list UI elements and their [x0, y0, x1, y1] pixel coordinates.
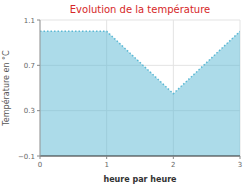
y-axis-line — [40, 20, 41, 156]
x-tick-label: 3 — [238, 161, 242, 169]
y-tick — [37, 156, 40, 157]
x-axis-label: heure par heure — [103, 175, 177, 184]
grid-line-y — [40, 156, 240, 157]
grid-line-y — [40, 20, 240, 21]
x-tick-label: 2 — [171, 161, 175, 169]
y-axis-label: Température en °C — [1, 50, 11, 127]
x-tick — [173, 156, 174, 159]
chart: 0 1 2 3 −0.1 0.3 0.7 1.1 Evolution de la tempéra… — [0, 0, 250, 188]
plot-area — [40, 31, 240, 156]
y-tick-label: −0.1 — [18, 153, 35, 161]
grid — [40, 20, 240, 156]
y-tick-label: 1.1 — [24, 17, 35, 25]
area — [40, 31, 240, 156]
line — [40, 31, 240, 93]
x-tick-label: 1 — [104, 161, 108, 169]
y-tick — [37, 20, 40, 21]
x-tick — [240, 156, 241, 159]
y-tick-label: 0.3 — [24, 107, 35, 115]
x-axis-line — [40, 156, 240, 157]
chart-container: 0 1 2 3 −0.1 0.3 0.7 1.1 Evolution de la tempéra… — [0, 0, 250, 188]
y-tick — [37, 65, 40, 66]
x-tick — [106, 156, 107, 159]
y-tick — [37, 110, 40, 111]
axes: 0 1 2 3 −0.1 0.3 0.7 1.1 — [18, 17, 242, 170]
title: Evolution de la température — [70, 4, 210, 15]
grid-line-x — [40, 20, 41, 156]
y-tick-label: 0.7 — [24, 62, 35, 70]
x-tick-label: 0 — [38, 161, 42, 169]
